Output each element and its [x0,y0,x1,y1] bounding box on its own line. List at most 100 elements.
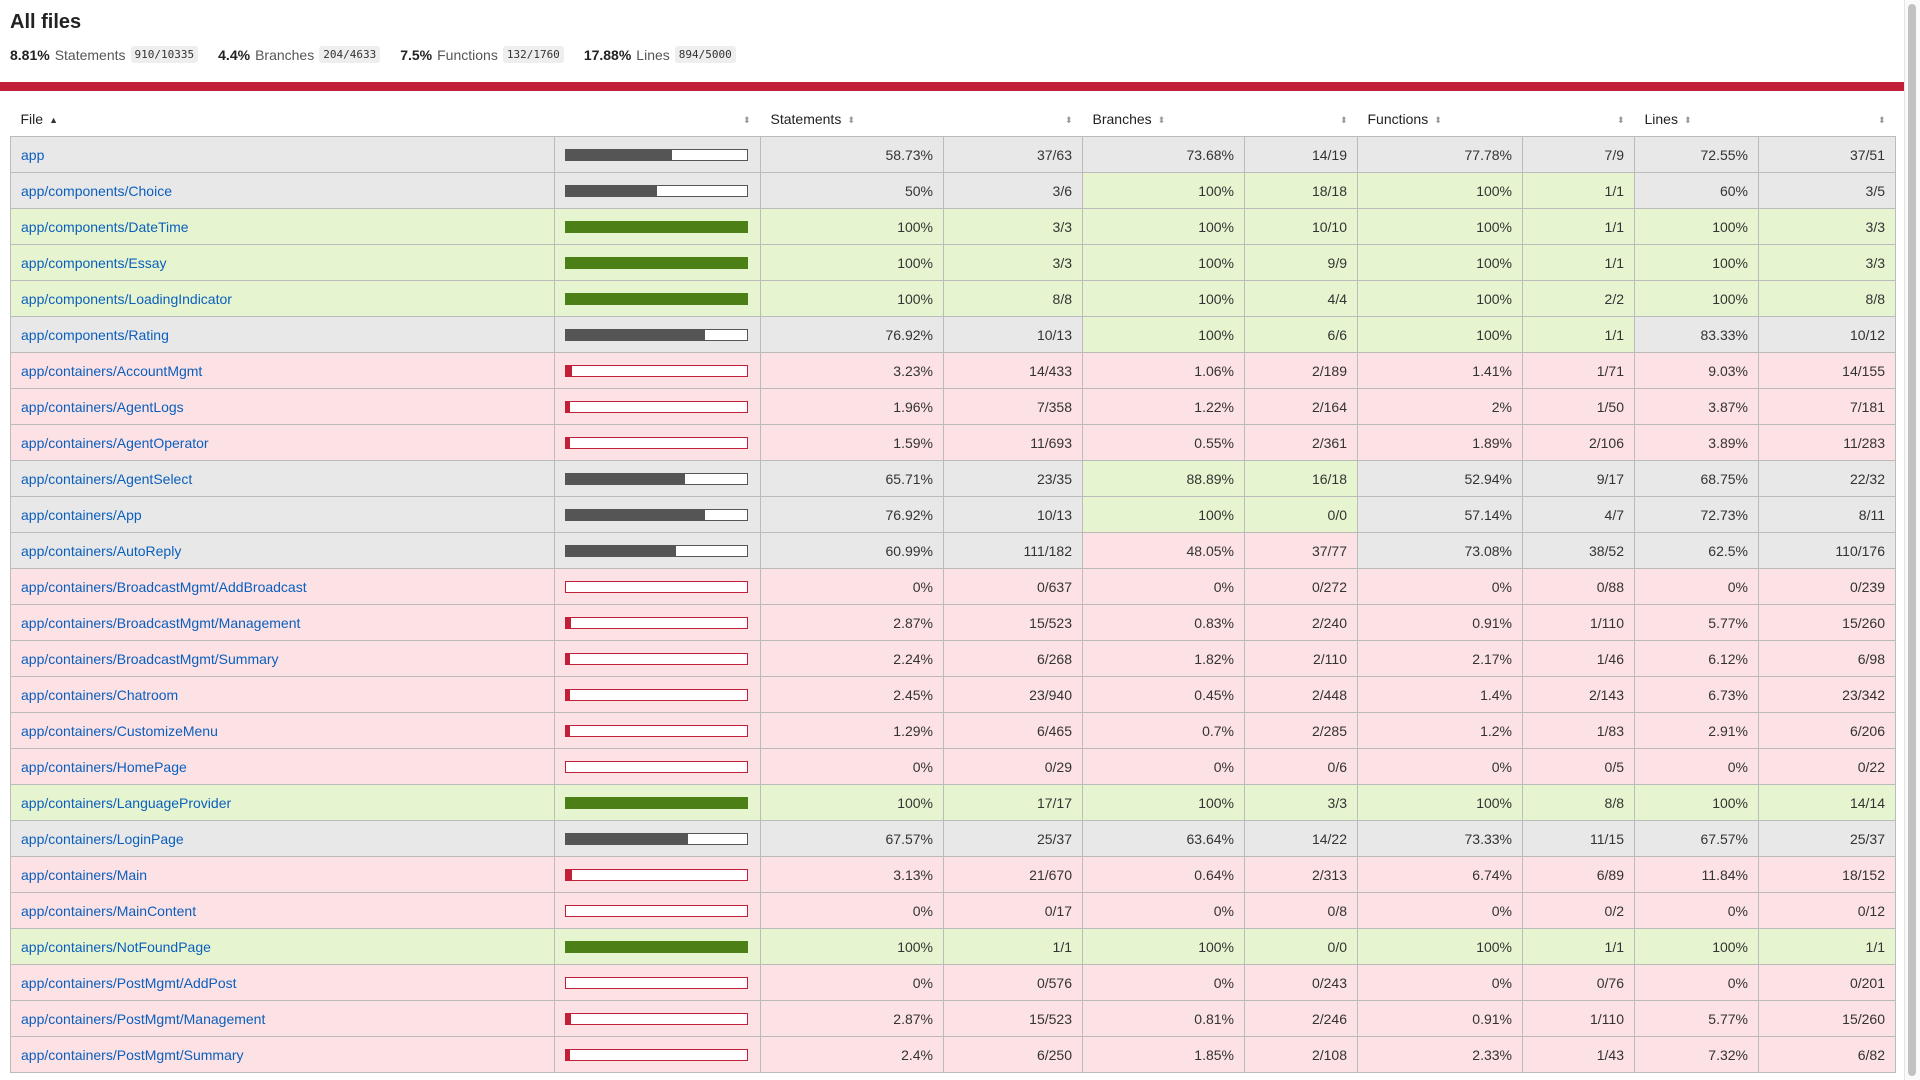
file-link[interactable]: app/containers/AutoReply [21,542,182,559]
coverage-bar-fill [566,869,572,880]
file-link[interactable]: app/containers/BroadcastMgmt/Management [21,614,301,631]
coverage-bar-cell [554,568,761,605]
scrollbar-thumb[interactable] [1908,4,1916,1076]
file-link[interactable]: app/containers/LanguageProvider [21,794,232,811]
file-link[interactable]: app/containers/AgentOperator [21,434,209,451]
file-cell: app/containers/CustomizeMenu [10,712,555,749]
file-link[interactable]: app/containers/CustomizeMenu [21,722,218,739]
file-link[interactable]: app/containers/LoginPage [21,830,184,847]
file-link[interactable]: app/containers/AgentLogs [21,398,184,415]
column-header-functions[interactable]: Functions ⬍ [1357,102,1523,137]
functions-pct-cell: 2.17% [1357,640,1523,677]
functions-raw-cell: 1/43 [1522,1036,1635,1073]
summary-lines-pct: 17.88% [583,46,632,63]
file-link[interactable]: app/containers/App [21,506,142,523]
coverage-bar-cell [554,1036,761,1073]
coverage-bar-cell [554,640,761,677]
statements-pct-cell: 2.24% [760,640,944,677]
file-link[interactable]: app/containers/AgentSelect [21,470,193,487]
lines-raw-cell: 22/32 [1758,460,1896,497]
statements-pct-cell: 1.59% [760,424,944,461]
file-link[interactable]: app/containers/BroadcastMgmt/AddBroadcas… [21,578,307,595]
functions-pct-cell: 73.08% [1357,532,1523,569]
file-link[interactable]: app/containers/AccountMgmt [21,362,203,379]
file-link[interactable]: app/containers/PostMgmt/Management [21,1010,266,1027]
column-header-functions-raw[interactable]: ⬍ [1522,102,1635,137]
functions-raw-cell: 2/2 [1522,280,1635,317]
branches-raw-cell: 10/10 [1244,208,1358,245]
branches-pct-cell: 100% [1082,928,1245,965]
coverage-bar [565,688,748,701]
coverage-bar-cell [554,280,761,317]
lines-raw-cell: 0/239 [1758,568,1896,605]
coverage-bar-cell [554,496,761,533]
branches-pct-cell: 0% [1082,964,1245,1001]
summary-lines-fraction: 894/5000 [674,46,736,63]
lines-raw-cell: 15/260 [1758,604,1896,641]
file-link[interactable]: app/components/Essay [21,254,167,271]
branches-raw-cell: 6/6 [1244,316,1358,353]
file-link[interactable]: app/containers/PostMgmt/AddPost [21,974,237,991]
branches-raw-cell: 2/108 [1244,1036,1358,1073]
functions-raw-cell: 1/71 [1522,352,1635,389]
column-header-lines-raw[interactable]: ⬍ [1758,102,1896,137]
file-link[interactable]: app/components/Choice [21,182,172,199]
coverage-bar-fill [566,329,706,340]
column-header-statements[interactable]: Statements ⬍ [760,102,944,137]
functions-pct-cell: 2% [1357,388,1523,425]
file-link[interactable]: app/containers/Chatroom [21,686,179,703]
table-row: app/containers/AccountMgmt 3.23% 14/433 1.0… [10,352,1896,389]
statements-pct-cell: 60.99% [760,532,944,569]
lines-pct-cell: 6.12% [1634,640,1759,677]
lines-raw-cell: 14/14 [1758,784,1896,821]
table-row: app/containers/App 76.92% 10/13 100% 0/0 57.1… [10,496,1896,533]
file-link[interactable]: app/containers/HomePage [21,758,187,775]
file-cell: app/containers/Chatroom [10,676,555,713]
file-link[interactable]: app/containers/NotFoundPage [21,938,211,955]
coverage-bar-cell [554,532,761,569]
lines-pct-cell: 100% [1634,208,1759,245]
table-row: app/containers/AutoReply 60.99% 111/182 48.… [10,532,1896,569]
lines-raw-cell: 11/283 [1758,424,1896,461]
coverage-bar-cell [554,892,761,929]
table-row: app/containers/MainContent 0% 0/17 0% 0/8 0% 0… [10,892,1896,929]
file-link[interactable]: app/components/Rating [21,326,169,343]
statements-pct-cell: 0% [760,892,944,929]
statements-pct-cell: 0% [760,748,944,785]
file-link[interactable]: app [21,146,45,163]
column-header-file[interactable]: File ▲ [10,102,555,137]
file-link[interactable]: app/components/DateTime [21,218,189,235]
file-link[interactable]: app/components/LoadingIndicator [21,290,232,307]
branches-pct-cell: 1.85% [1082,1036,1245,1073]
column-header-branches-raw[interactable]: ⬍ [1244,102,1358,137]
file-link[interactable]: app/containers/PostMgmt/Summary [21,1046,244,1063]
coverage-bar [565,904,748,917]
functions-raw-cell: 38/52 [1522,532,1635,569]
lines-raw-cell: 3/3 [1758,244,1896,281]
coverage-bar-fill [566,1049,571,1060]
functions-raw-cell: 1/1 [1522,244,1635,281]
statements-raw-cell: 15/523 [943,1000,1083,1037]
lines-pct-cell: 2.91% [1634,712,1759,749]
coverage-summary: 8.81% Statements 910/10335 4.4% Branches… [10,46,1910,63]
statements-pct-cell: 0% [760,568,944,605]
coverage-bar-fill [566,617,572,628]
file-link[interactable]: app/containers/BroadcastMgmt/Summary [21,650,279,667]
statements-pct-cell: 100% [760,784,944,821]
vertical-scrollbar[interactable] [1904,0,1920,1080]
functions-pct-cell: 2.33% [1357,1036,1523,1073]
statements-pct-cell: 2.87% [760,1000,944,1037]
file-cell: app/components/Essay [10,244,555,281]
statements-raw-cell: 1/1 [943,928,1083,965]
sort-icon: ⬍ [1157,115,1166,126]
column-header-statements-raw[interactable]: ⬍ [943,102,1083,137]
file-link[interactable]: app/containers/MainContent [21,902,197,919]
lines-raw-cell: 37/51 [1758,136,1896,173]
coverage-status-line [0,82,1905,91]
column-header-file-bar[interactable]: ⬍ [554,102,761,137]
column-header-lines[interactable]: Lines ⬍ [1634,102,1759,137]
column-header-branches[interactable]: Branches ⬍ [1082,102,1245,137]
branches-raw-cell: 2/285 [1244,712,1358,749]
file-link[interactable]: app/containers/Main [21,866,148,883]
summary-statements: 8.81% Statements 910/10335 [10,46,199,63]
